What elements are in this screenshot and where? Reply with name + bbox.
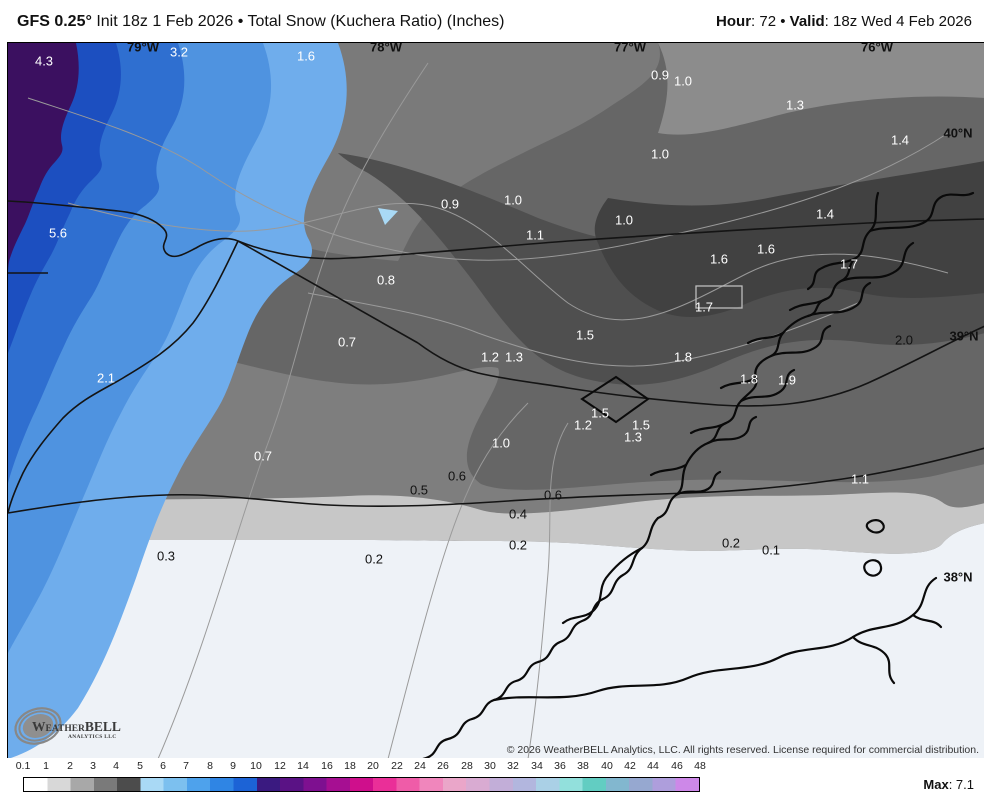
svg-text:WEATHERBELL: WEATHERBELL xyxy=(32,719,121,734)
svg-text:ANALYTICS LLC: ANALYTICS LLC xyxy=(68,734,116,740)
